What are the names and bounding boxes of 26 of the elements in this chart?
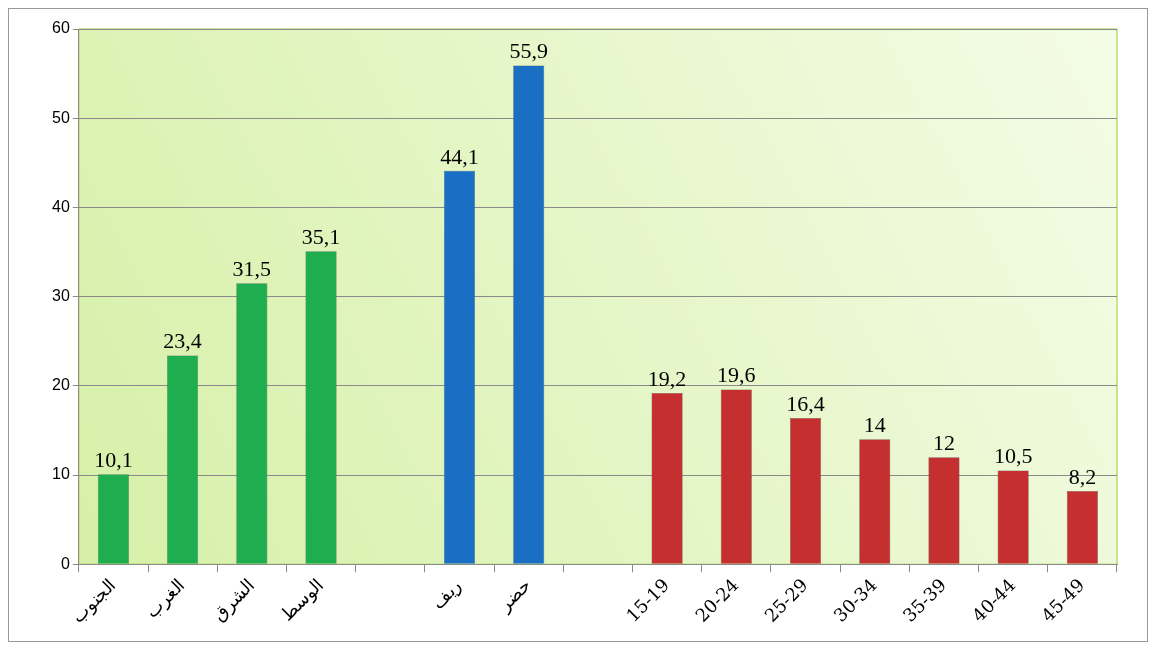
- x-tick-label: الوسط: [276, 574, 328, 626]
- y-tick-label: 30: [52, 287, 70, 305]
- x-tick-label: الشرق: [207, 574, 259, 626]
- data-label: 19,6: [717, 362, 756, 388]
- y-tick-label: 20: [52, 376, 70, 394]
- data-label: 8,2: [1068, 463, 1097, 489]
- y-tick-label: 60: [52, 19, 70, 37]
- x-tick-label: حضر: [493, 574, 536, 617]
- x-tick-label: الغرب: [141, 574, 190, 623]
- y-tick-label: 10: [52, 465, 70, 483]
- data-label: 10,1: [94, 446, 133, 472]
- data-label: 14: [863, 412, 886, 438]
- data-label: 23,4: [163, 328, 202, 354]
- x-tick-label: الجنوب: [67, 574, 121, 628]
- x-tick-label: ريف: [427, 574, 467, 614]
- y-tick-label: 40: [52, 197, 70, 215]
- data-label: 31,5: [232, 256, 272, 282]
- y-tick-label: 50: [52, 108, 70, 126]
- data-label: 19,2: [647, 365, 687, 391]
- data-label: 55,9: [509, 38, 548, 64]
- data-label: 35,1: [301, 223, 341, 249]
- data-label: 10,5: [993, 443, 1033, 469]
- data-label: 12: [932, 429, 955, 455]
- data-label: 44,1: [440, 143, 479, 169]
- data-label: 16,4: [786, 390, 825, 416]
- y-tick-label: 0: [60, 554, 70, 572]
